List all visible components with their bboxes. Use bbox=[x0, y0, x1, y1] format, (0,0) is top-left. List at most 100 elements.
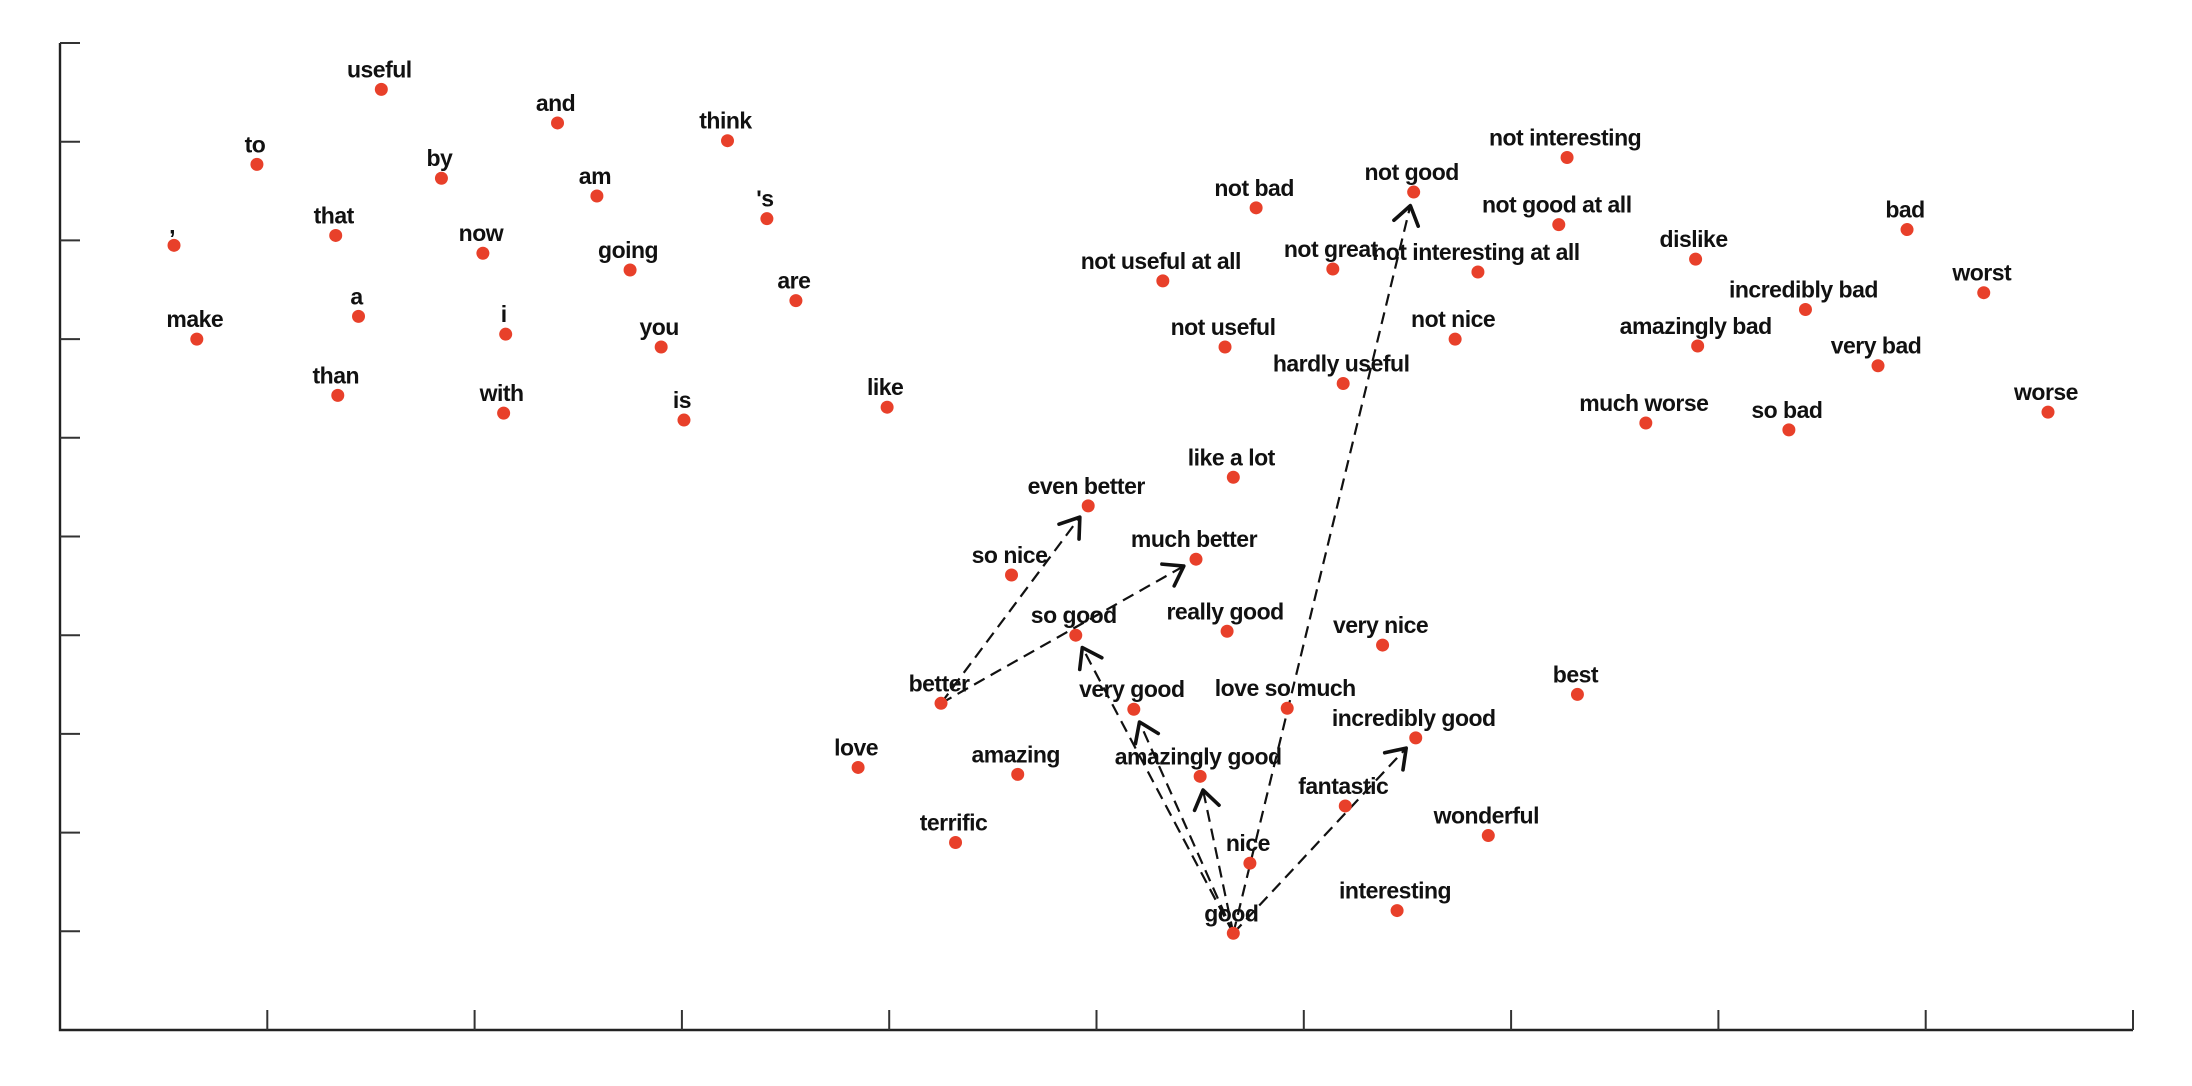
label-bad: bad bbox=[1885, 197, 1924, 223]
point-so-bad bbox=[1782, 423, 1796, 437]
axis-lines bbox=[58, 43, 2133, 1032]
point-bad bbox=[1900, 223, 1914, 237]
label-not-nice: not nice bbox=[1411, 306, 1495, 332]
label-punct: , bbox=[169, 212, 175, 238]
label-now: now bbox=[459, 220, 504, 246]
point-not-interesting-at-all bbox=[1471, 265, 1485, 279]
point-not-interesting bbox=[1560, 150, 1574, 164]
label-not-interesting-at-all: not interesting at all bbox=[1372, 239, 1580, 265]
point-very-nice bbox=[1376, 638, 1390, 652]
point-make bbox=[190, 332, 204, 346]
point-so-good bbox=[1069, 628, 1083, 642]
label-not-good: not good bbox=[1364, 159, 1458, 185]
point-going bbox=[623, 263, 637, 277]
point-not-useful bbox=[1218, 340, 1232, 354]
label-to: to bbox=[245, 131, 266, 157]
point-amazingly-bad bbox=[1691, 339, 1705, 353]
label-hardly-useful: hardly useful bbox=[1273, 351, 1410, 377]
point-even-better bbox=[1081, 499, 1095, 513]
label-wonderful: wonderful bbox=[1433, 803, 1539, 829]
points-layer bbox=[167, 82, 2055, 940]
label-good: good bbox=[1204, 900, 1258, 926]
label-incredibly-good: incredibly good bbox=[1332, 705, 1496, 731]
arrowhead-amazingly-good bbox=[1192, 788, 1221, 813]
label-nice: nice bbox=[1226, 830, 1270, 856]
label-love: love bbox=[834, 734, 878, 760]
point-and bbox=[551, 116, 565, 130]
label-not-great: not great bbox=[1284, 236, 1379, 262]
arrow-better-to-even-better bbox=[940, 516, 1081, 704]
point-love bbox=[851, 760, 865, 774]
arrowhead-incredibly-good bbox=[1382, 746, 1408, 772]
label-incredibly-bad: incredibly bad bbox=[1729, 276, 1878, 302]
point-to bbox=[250, 157, 264, 171]
label-much-worse: much worse bbox=[1579, 390, 1708, 416]
point-hardly-useful bbox=[1336, 377, 1350, 391]
point-so-nice bbox=[1005, 568, 1019, 582]
label-not-bad: not bad bbox=[1214, 175, 1294, 201]
label-s: 's bbox=[756, 186, 773, 212]
point-not-good-at-all bbox=[1552, 218, 1566, 232]
labels-layer: usefulandthinktobyam'sthatnowgoing,aream… bbox=[166, 56, 2078, 926]
point-by bbox=[434, 171, 448, 185]
label-very-good: very good bbox=[1079, 676, 1184, 702]
point-think bbox=[721, 134, 735, 148]
point-wonderful bbox=[1481, 829, 1495, 843]
label-amazingly-good: amazingly good bbox=[1115, 743, 1282, 769]
point-very-bad bbox=[1871, 359, 1885, 373]
point-nice bbox=[1243, 856, 1257, 870]
point-better bbox=[934, 696, 948, 710]
point-not-bad bbox=[1249, 201, 1263, 215]
label-terrific: terrific bbox=[920, 809, 988, 835]
point-good bbox=[1226, 926, 1240, 940]
label-love-so-much: love so much bbox=[1215, 675, 1356, 701]
label-i: i bbox=[501, 301, 507, 327]
label-amazing: amazing bbox=[971, 741, 1060, 767]
arrows-layer bbox=[940, 203, 1421, 935]
point-not-nice bbox=[1448, 332, 1462, 346]
point-incredibly-good bbox=[1409, 731, 1423, 745]
label-not-interesting: not interesting bbox=[1489, 124, 1641, 150]
label-so-good: so good bbox=[1031, 602, 1117, 628]
label-fantastic: fantastic bbox=[1298, 773, 1389, 799]
arrow-good-to-not-good bbox=[1232, 205, 1412, 934]
point-s bbox=[760, 212, 774, 226]
label-not-useful-at-all: not useful at all bbox=[1081, 248, 1241, 274]
point-interesting bbox=[1390, 904, 1404, 918]
label-not-useful: not useful bbox=[1171, 314, 1276, 340]
point-not-useful-at-all bbox=[1156, 274, 1170, 288]
point-punct bbox=[167, 238, 181, 252]
label-very-nice: very nice bbox=[1333, 612, 1428, 638]
label-like: like bbox=[867, 374, 903, 400]
point-amazing bbox=[1011, 767, 1025, 781]
point-am bbox=[590, 189, 604, 203]
point-best bbox=[1570, 687, 1584, 701]
point-i bbox=[499, 327, 513, 341]
label-worse: worse bbox=[2013, 379, 2078, 405]
label-even-better: even better bbox=[1028, 473, 1146, 499]
label-by: by bbox=[427, 145, 454, 171]
label-better: better bbox=[909, 670, 970, 696]
point-are bbox=[789, 294, 803, 308]
label-that: that bbox=[314, 202, 355, 228]
arrowhead-not-good bbox=[1392, 203, 1421, 228]
point-terrific bbox=[949, 835, 963, 849]
label-think: think bbox=[699, 108, 752, 134]
point-that bbox=[329, 228, 343, 242]
label-with: with bbox=[479, 380, 524, 406]
point-worst bbox=[1977, 286, 1991, 300]
label-you: you bbox=[639, 314, 678, 340]
arrow-good-to-amazingly-good bbox=[1201, 789, 1235, 934]
label-not-good-at-all: not good at all bbox=[1482, 192, 1632, 218]
point-like bbox=[880, 400, 894, 414]
label-interesting: interesting bbox=[1339, 878, 1451, 904]
arrowhead-even-better bbox=[1057, 515, 1082, 541]
arrowhead-much-better bbox=[1160, 562, 1186, 588]
arrow-good-to-very-good bbox=[1138, 721, 1235, 934]
point-very-good bbox=[1127, 702, 1141, 716]
label-amazingly-bad: amazingly bad bbox=[1620, 313, 1772, 339]
label-am: am bbox=[579, 163, 611, 189]
point-a bbox=[352, 309, 366, 323]
arrowhead-very-good bbox=[1133, 720, 1161, 746]
point-really-good bbox=[1220, 624, 1234, 638]
